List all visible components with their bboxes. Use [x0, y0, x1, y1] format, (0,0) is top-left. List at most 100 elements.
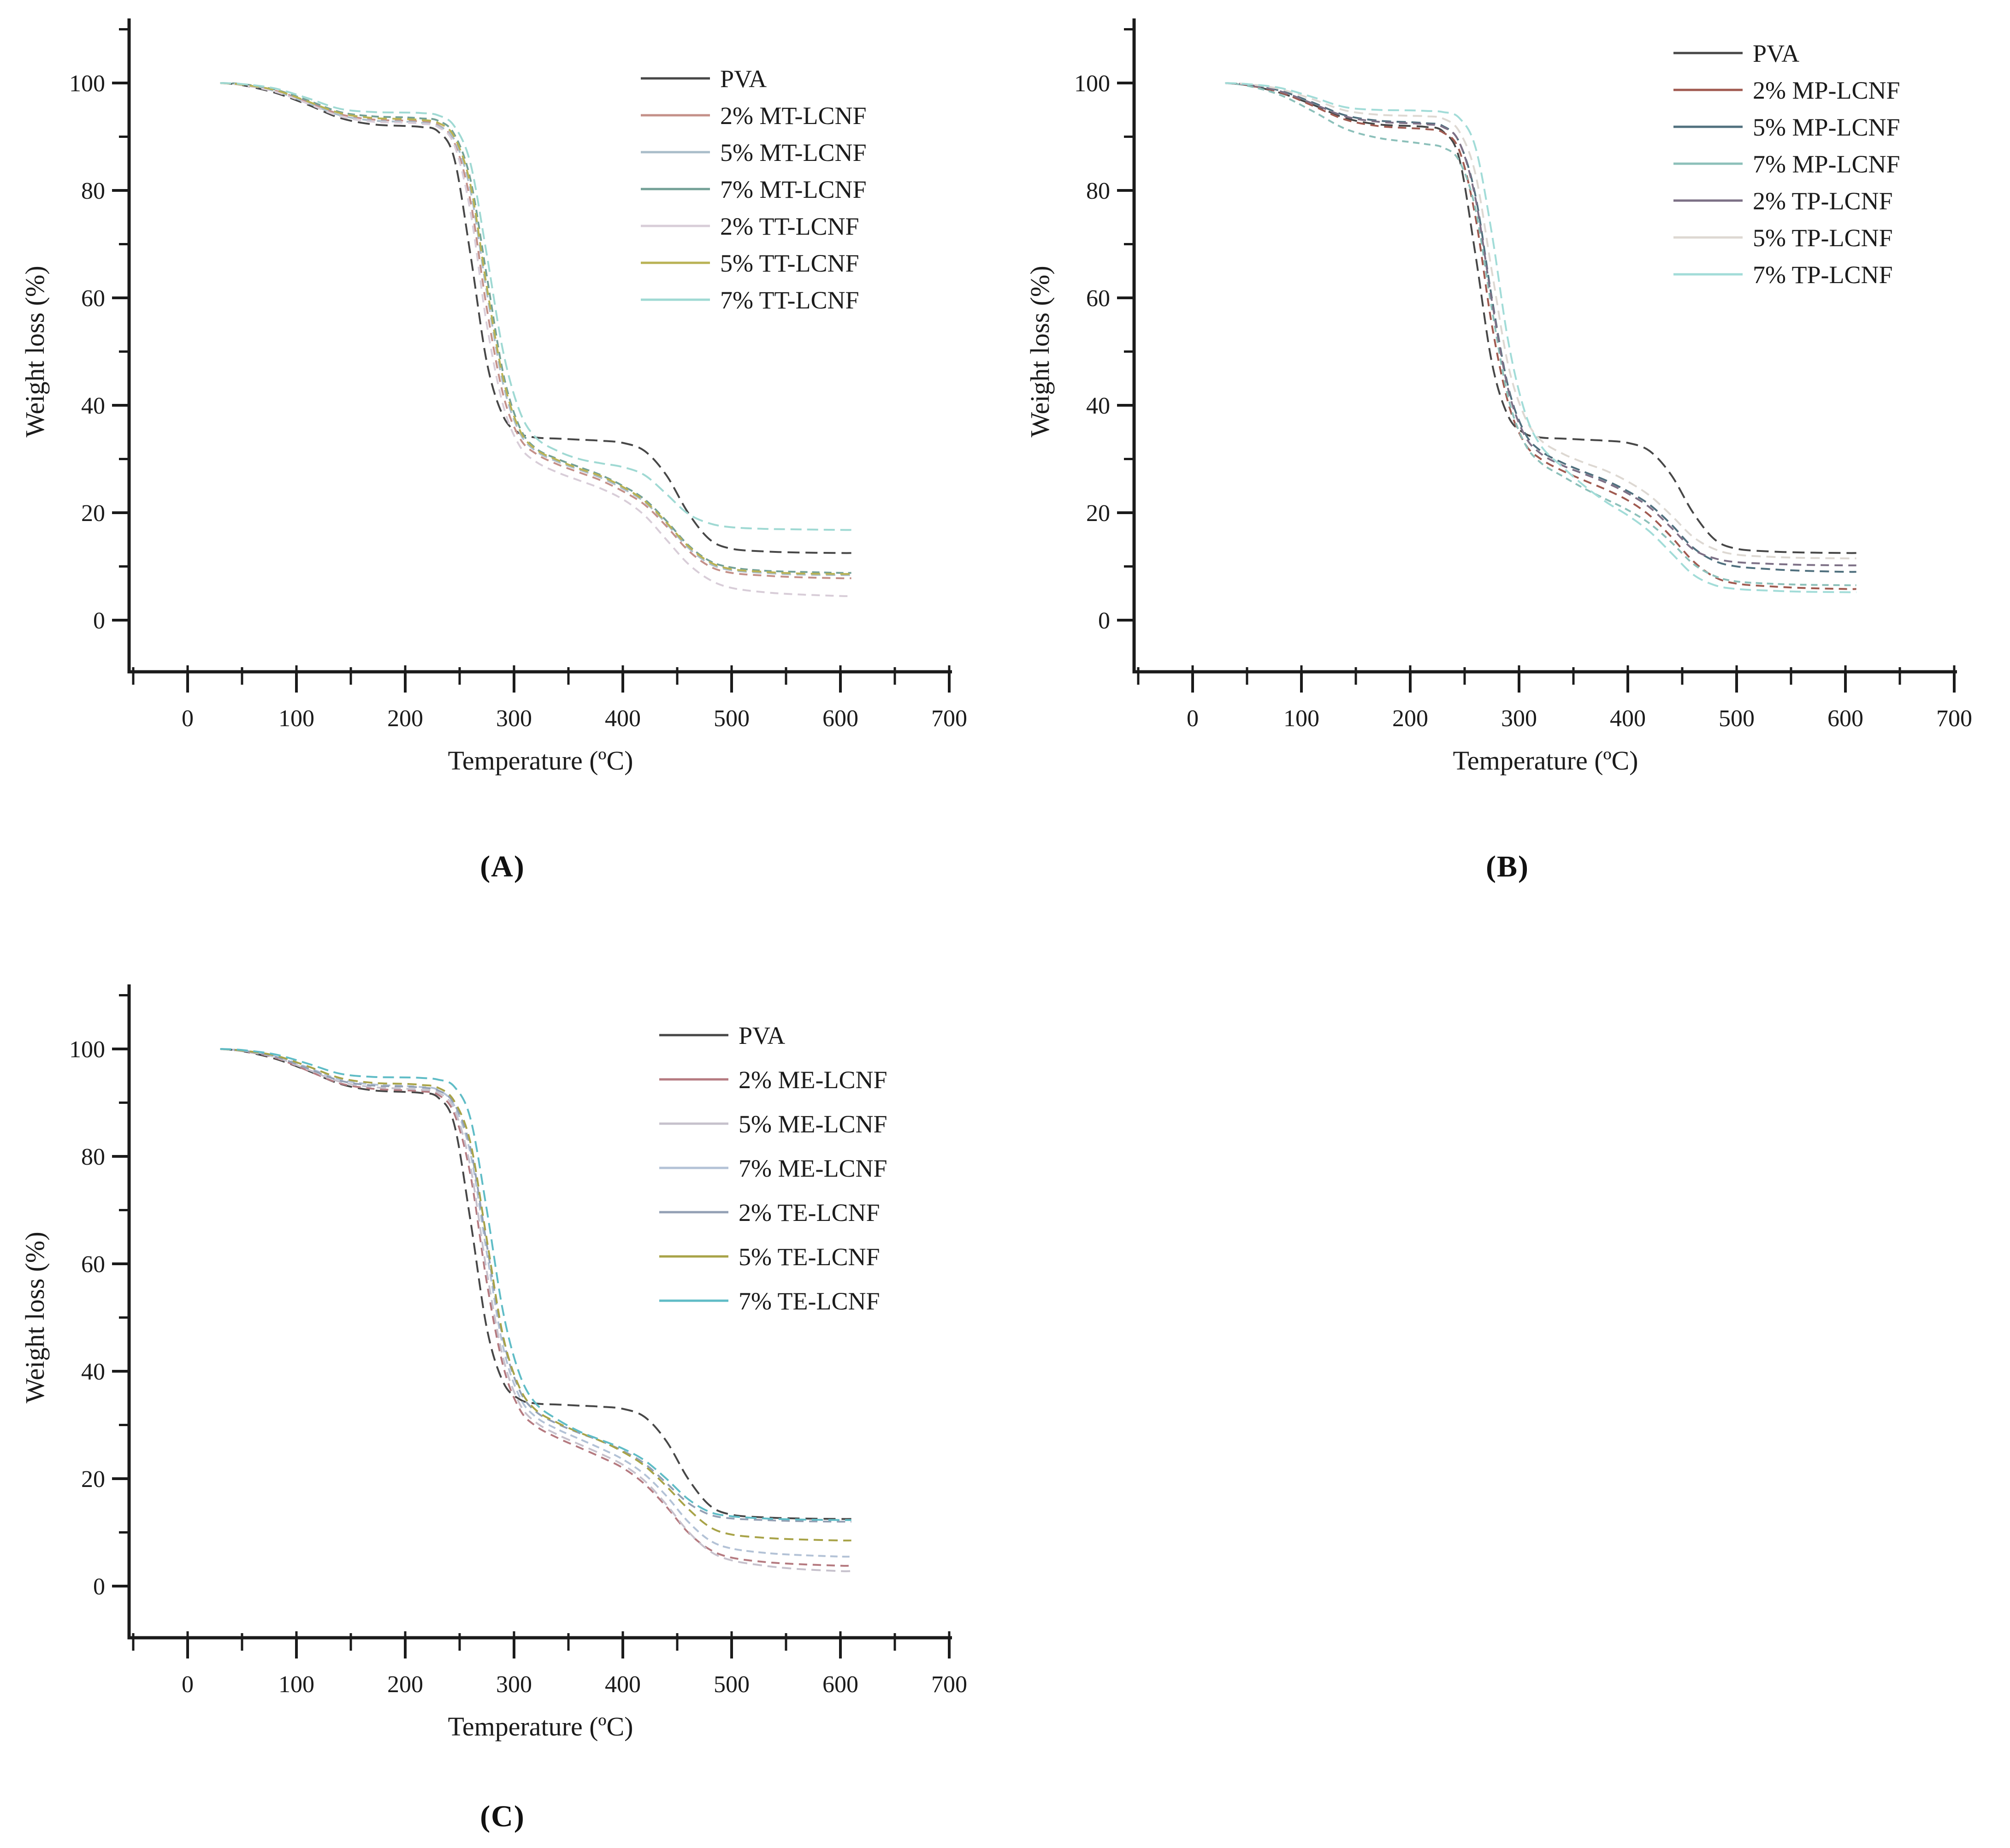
legend-label: 7% TT-LCNF [720, 286, 859, 314]
legend-label: 7% TE-LCNF [739, 1287, 880, 1315]
legend-label: 5% TT-LCNF [720, 249, 859, 277]
y-tick-label: 100 [69, 71, 105, 97]
y-tick-label: 60 [81, 1251, 105, 1278]
legend-label: 5% TP-LCNF [1753, 224, 1893, 252]
x-axis-title: Temperature (ºC) [448, 746, 633, 776]
x-tick-label: 500 [1719, 705, 1755, 732]
x-tick-label: 0 [182, 705, 194, 732]
x-tick-label: 500 [714, 1671, 750, 1698]
legend-entry: 7% TT-LCNF [641, 286, 859, 314]
legend-entry: 5% ME-LCNF [659, 1110, 887, 1138]
legend-label: 2% TE-LCNF [739, 1199, 880, 1226]
legend-entry: 2% TT-LCNF [641, 213, 859, 240]
y-tick-label: 100 [1074, 71, 1110, 97]
panel-label-a: (A) [480, 850, 525, 883]
legend-entry: 5% MT-LCNF [641, 139, 867, 166]
legend-entry: 2% TE-LCNF [659, 1199, 880, 1226]
y-tick-label: 0 [1098, 608, 1110, 634]
series-7-tt-lcnf [220, 82, 851, 531]
x-tick-label: 300 [1501, 705, 1537, 732]
legend-label: 5% TE-LCNF [739, 1243, 880, 1271]
series-pva [1225, 82, 1856, 554]
y-tick-label: 60 [1086, 285, 1110, 312]
legend-label: PVA [720, 65, 767, 93]
x-tick-label: 0 [182, 1671, 194, 1698]
legend: PVA 2% ME-LCNF 5% ME-LCNF 7% ME-LCNF 2% TE-L… [659, 1022, 887, 1315]
x-tick-label: 700 [931, 1671, 967, 1698]
legend-label: 2% TP-LCNF [1753, 187, 1893, 215]
y-tick-label: 20 [81, 500, 105, 527]
legend-entry: 2% ME-LCNF [659, 1066, 887, 1094]
x-tick-label: 700 [931, 705, 967, 732]
x-tick-label: 100 [278, 705, 314, 732]
series-7-te-lcnf [220, 1048, 851, 1521]
legend-label: 2% TT-LCNF [720, 213, 859, 240]
axes: 0 20 40 60 80 100 0 100 200 300 400 500 600 700 [69, 984, 967, 1698]
legend-entry: 7% MP-LCNF [1673, 150, 1900, 178]
series-7-mt-lcnf [220, 82, 851, 574]
series-pva [220, 1048, 851, 1520]
legend-label: PVA [739, 1022, 785, 1049]
series-group [1225, 82, 1856, 593]
legend-entry: PVA [641, 65, 767, 93]
x-tick-label: 0 [1187, 705, 1199, 732]
axes: 0 20 40 60 80 100 0 100 200 300 400 500 600 700 [69, 18, 967, 732]
tga-chart-panel-b: 0 20 40 60 80 100 0 100 200 300 400 500 600 700 Temper… [1025, 18, 1972, 776]
panel-label-c: (C) [480, 1800, 525, 1833]
series-2-mp-lcnf [1225, 82, 1856, 590]
series-group [220, 1048, 851, 1572]
x-tick-label: 200 [387, 705, 423, 732]
x-tick-label: 300 [496, 705, 532, 732]
x-tick-label: 500 [714, 705, 750, 732]
legend-entry: 5% TE-LCNF [659, 1243, 880, 1271]
legend-label: 7% MP-LCNF [1753, 150, 1900, 178]
legend-label: 5% ME-LCNF [739, 1110, 887, 1138]
x-tick-label: 100 [278, 1671, 314, 1698]
y-tick-label: 20 [1086, 500, 1110, 527]
series-5-mp-lcnf [1225, 82, 1856, 573]
legend-label: 5% MT-LCNF [720, 139, 867, 166]
legend-label: 7% TP-LCNF [1753, 261, 1893, 289]
series-5-te-lcnf [220, 1048, 851, 1542]
legend-label: 7% ME-LCNF [739, 1155, 887, 1182]
series-5-tt-lcnf [220, 82, 851, 575]
x-axis-title: Temperature (ºC) [448, 1712, 633, 1741]
y-tick-label: 60 [81, 285, 105, 312]
legend-label: 2% MT-LCNF [720, 102, 867, 130]
legend-entry: 5% MP-LCNF [1673, 113, 1900, 141]
legend-entry: 2% MT-LCNF [641, 102, 867, 130]
x-tick-label: 700 [1936, 705, 1972, 732]
legend: PVA 2% MT-LCNF 5% MT-LCNF 7% MT-LCNF 2% TT-L… [641, 65, 867, 314]
legend-entry: 5% TT-LCNF [641, 249, 859, 277]
y-tick-label: 20 [81, 1466, 105, 1493]
legend-entry: 7% MT-LCNF [641, 176, 867, 203]
panel-label-b: (B) [1486, 850, 1529, 883]
x-tick-label: 100 [1283, 705, 1319, 732]
legend-label: 2% MP-LCNF [1753, 77, 1900, 104]
y-tick-label: 80 [1086, 178, 1110, 204]
x-tick-label: 600 [822, 1671, 858, 1698]
series-5-me-lcnf [220, 1048, 851, 1572]
x-tick-label: 400 [1610, 705, 1646, 732]
legend-entry: 5% TP-LCNF [1673, 224, 1893, 252]
legend-entry: 7% TP-LCNF [1673, 261, 1893, 289]
series-7-tp-lcnf [1225, 82, 1856, 593]
y-tick-label: 40 [81, 393, 105, 419]
legend-label: 7% MT-LCNF [720, 176, 867, 203]
legend-entry: 2% TP-LCNF [1673, 187, 1893, 215]
legend-entry: 7% TE-LCNF [659, 1287, 880, 1315]
x-tick-label: 600 [1827, 705, 1863, 732]
x-tick-label: 400 [605, 1671, 641, 1698]
tga-chart-panel-a: 0 20 40 60 80 100 0 100 200 300 400 500 600 700 Temper… [20, 18, 967, 776]
legend: PVA 2% MP-LCNF 5% MP-LCNF 7% MP-LCNF 2% TP-L… [1673, 40, 1900, 289]
x-tick-label: 600 [822, 705, 858, 732]
series-2-me-lcnf [220, 1048, 851, 1567]
y-axis-title: Weight loss (%) [1025, 266, 1055, 437]
series-2-te-lcnf [220, 1048, 851, 1523]
tga-chart-panel-c: 0 20 40 60 80 100 0 100 200 300 400 500 600 700 Temper… [20, 984, 967, 1741]
legend-entry: PVA [659, 1022, 785, 1049]
x-tick-label: 200 [387, 1671, 423, 1698]
x-tick-label: 300 [496, 1671, 532, 1698]
axes: 0 20 40 60 80 100 0 100 200 300 400 500 600 700 [1074, 18, 1972, 732]
